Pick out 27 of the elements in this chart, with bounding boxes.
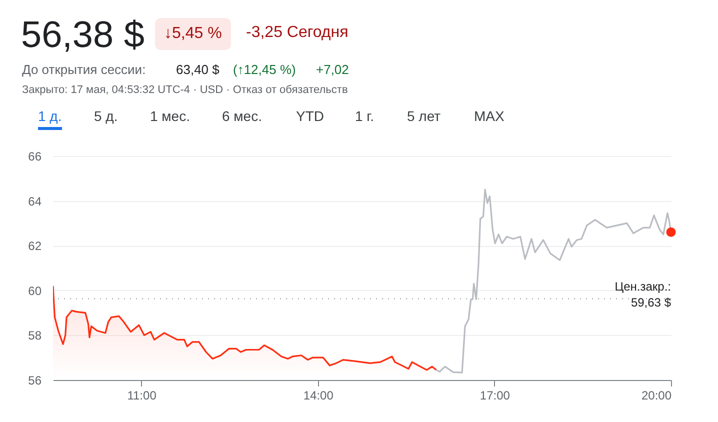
text: YTD	[296, 108, 324, 126]
y-tick-label: 58	[28, 328, 42, 343]
y-tick-label: 62	[28, 239, 42, 254]
text: 63,40 $	[176, 62, 220, 77]
text: (↑12,45 %)	[233, 62, 296, 77]
text: 5 д.	[94, 108, 118, 126]
y-tick-label: 64	[28, 194, 42, 208]
text: До открытия сессии:	[22, 62, 146, 77]
text: 1 мес.	[150, 108, 190, 126]
y-tick-label: 56	[28, 374, 42, 388]
text: 1 г.	[355, 108, 374, 126]
text: 1 д.	[38, 108, 62, 130]
text: 6 мес.	[222, 108, 262, 126]
ref-line-label: Цен.закр.: 59,63 $	[614, 280, 672, 310]
text: MAX	[474, 108, 504, 126]
text: Закрыто: 17 мая, 04:53:32 UTC-4 · USD · Отказ от обязательств	[22, 84, 348, 96]
text: 5 лет	[407, 108, 441, 126]
chart-title: 56,38 $	[21, 14, 144, 56]
text: +7,02	[316, 62, 349, 77]
y-tick-label: 60	[28, 284, 42, 298]
x-tick-label: 17:00	[480, 388, 510, 402]
x-tick-label: 11:00	[127, 388, 157, 402]
text: -3,25 Сегодня	[246, 24, 348, 42]
x-tick-label: 14:00	[303, 388, 334, 402]
x-tick-label: 20:00	[641, 388, 672, 402]
y-tick-label: 66	[28, 150, 42, 164]
text: ↓5,45 %	[155, 18, 231, 50]
